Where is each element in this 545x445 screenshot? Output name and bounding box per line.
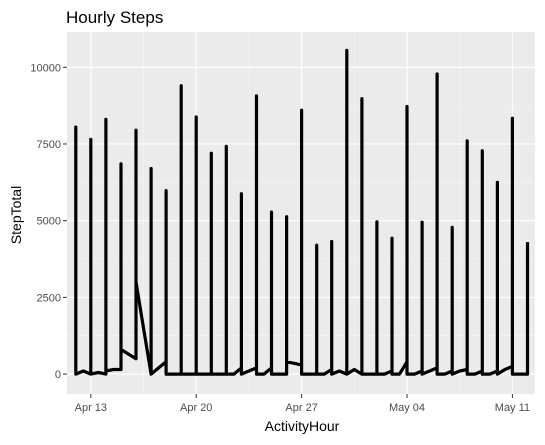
y-tick-label: 10000 [30,62,61,74]
x-axis-title: ActivityHour [265,418,340,434]
y-tick-label: 2500 [37,292,61,304]
x-tick-label: Apr 13 [75,402,107,414]
chart-title: Hourly Steps [66,8,163,27]
y-axis: 0 2500 5000 7500 10000 [30,62,67,381]
x-tick-label: Apr 20 [180,402,212,414]
y-tick-label: 0 [55,369,61,381]
series-line-steps [74,48,530,376]
y-tick-label: 5000 [37,216,61,228]
y-tick-label: 7500 [37,139,61,151]
x-tick-label: May 11 [495,402,530,414]
x-axis: Apr 13 Apr 20 Apr 27 May 04 May 11 [75,394,530,414]
x-tick-label: Apr 27 [285,402,317,414]
y-axis-title: StepTotal [8,186,24,244]
x-tick-label: May 04 [389,402,425,414]
